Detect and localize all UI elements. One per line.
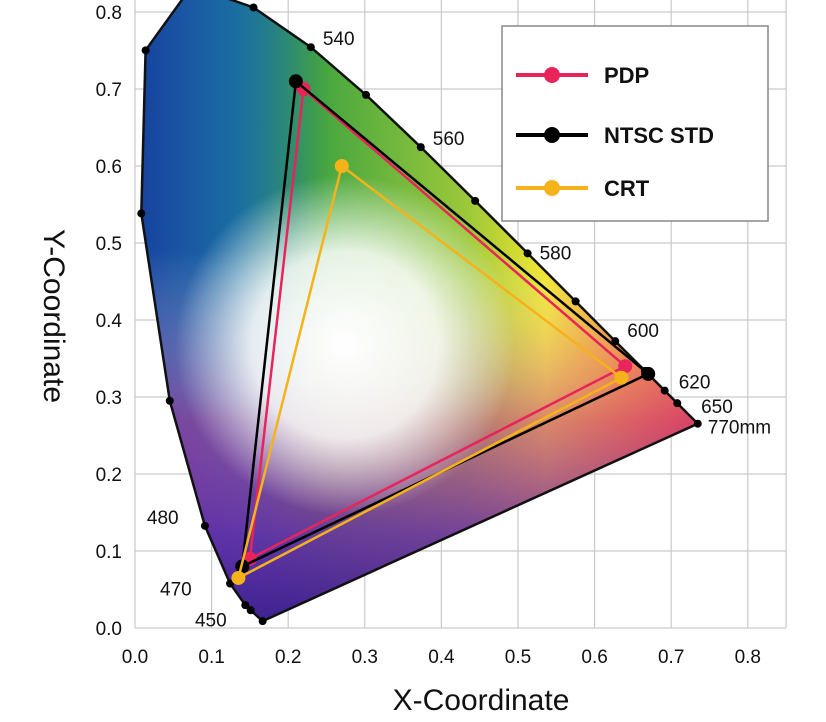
x-tick-label: 0.5 <box>505 647 531 668</box>
series-line <box>248 86 628 561</box>
legend-swatch-marker <box>544 67 560 83</box>
y-tick-labels: 0.0 0.1 0.2 0.3 0.4 0.5 0.6 0.7 0.8 <box>96 3 123 640</box>
series-point <box>288 74 303 89</box>
locus-point <box>165 396 174 405</box>
wavelength-label: 650 <box>701 397 733 418</box>
series-point <box>641 366 656 381</box>
locus-point <box>523 249 532 258</box>
legend-item: NTSC STD <box>516 123 714 148</box>
series-point <box>334 159 349 173</box>
locus-point <box>673 399 682 408</box>
locus-point <box>200 521 209 530</box>
locus-point <box>141 46 150 55</box>
series-point <box>618 359 633 374</box>
y-tick-label: 0.8 <box>96 3 122 24</box>
locus-point <box>571 297 580 306</box>
locus-point <box>362 90 371 99</box>
locus-point <box>416 143 425 152</box>
spectral-locus-outline <box>140 0 700 623</box>
legend-item: PDP <box>516 63 649 88</box>
x-tick-label: 0.6 <box>581 647 607 668</box>
series-point <box>231 570 246 585</box>
gamut-triangles <box>231 74 656 585</box>
locus-point <box>611 337 620 346</box>
locus-point <box>693 419 702 428</box>
x-tick-label: 0.1 <box>198 647 224 668</box>
wavelength-label: 620 <box>679 373 711 394</box>
wavelength-label: 580 <box>540 243 572 264</box>
y-tick-label: 0.6 <box>96 157 122 178</box>
y-tick-label: 0.1 <box>96 542 122 563</box>
locus-point <box>241 601 250 610</box>
legend-item: CRT <box>516 176 650 201</box>
wavelength-label: 470 <box>160 579 192 600</box>
wavelength-label: 600 <box>627 321 659 342</box>
wavelength-label: 540 <box>323 29 355 50</box>
x-tick-label: 0.7 <box>658 647 684 668</box>
legend-label: CRT <box>604 176 650 201</box>
y-axis-title: Y-Coordinate <box>37 229 70 403</box>
wavelength-label: 450 <box>195 610 227 631</box>
legend-label: NTSC STD <box>604 123 714 148</box>
x-tick-label: 0.8 <box>735 647 761 668</box>
wavelength-label: 560 <box>433 129 465 150</box>
locus-point <box>660 386 669 395</box>
locus-point <box>226 579 235 588</box>
y-tick-label: 0.3 <box>96 388 122 409</box>
y-tick-label: 0.4 <box>96 311 123 332</box>
y-tick-label: 0.5 <box>96 234 122 255</box>
series-point <box>614 370 629 385</box>
wavelength-label: 770mm <box>708 418 771 439</box>
x-tick-label: 0.2 <box>275 647 301 668</box>
y-tick-label: 0.2 <box>96 465 122 486</box>
x-tick-label: 0.4 <box>428 647 455 668</box>
wavelength-label: 480 <box>147 508 179 529</box>
series-line <box>236 163 624 581</box>
y-tick-label: 0.0 <box>96 619 122 640</box>
x-tick-label: 0.0 <box>122 647 148 668</box>
y-tick-label: 0.7 <box>96 80 122 101</box>
x-axis-title: X-Coordinate <box>393 684 570 717</box>
legend-label: PDP <box>604 63 649 88</box>
locus-point <box>246 606 255 615</box>
legend-swatch-marker <box>544 180 560 196</box>
legend: PDP NTSC STD CRT <box>501 25 769 222</box>
locus-point <box>258 617 267 626</box>
locus-point <box>249 3 258 12</box>
locus-point <box>306 43 315 52</box>
x-tick-labels: 0.0 0.1 0.2 0.3 0.4 0.5 0.6 0.7 0.8 <box>122 647 761 668</box>
series-crt <box>231 159 629 585</box>
x-tick-label: 0.3 <box>352 647 378 668</box>
legend-swatch-marker <box>544 127 560 143</box>
wavelength-markers <box>137 3 702 626</box>
locus-point <box>471 196 480 205</box>
locus-point <box>137 209 146 218</box>
